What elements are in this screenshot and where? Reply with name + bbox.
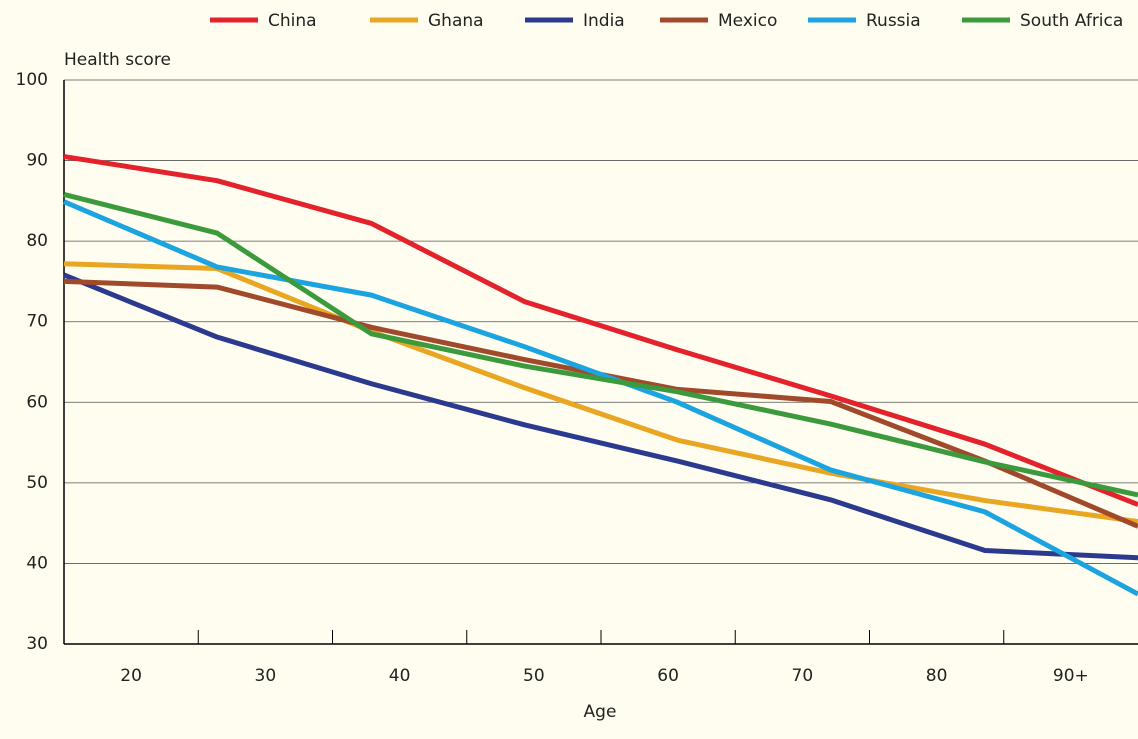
y-tick-label: 40 (26, 553, 48, 573)
legend-label: Mexico (718, 11, 777, 31)
y-tick-label: 90 (26, 151, 48, 171)
legend-label: South Africa (1020, 11, 1123, 31)
y-tick-label: 80 (26, 231, 48, 251)
x-tick-label: 70 (792, 666, 814, 686)
x-tick-label: 50 (523, 666, 545, 686)
series-line (63, 154, 1138, 507)
series-line (63, 199, 1138, 597)
y-tick-label: 50 (26, 473, 48, 493)
series-line (63, 191, 1138, 498)
series-line (63, 272, 1138, 561)
y-axis-label: Health score (64, 50, 171, 70)
legend-label: Ghana (428, 11, 484, 31)
y-tick-label: 30 (26, 634, 48, 654)
series-line (63, 278, 1138, 529)
y-tick-label: 100 (16, 70, 48, 90)
legend-label: Russia (866, 11, 921, 31)
y-tick-label: 70 (26, 312, 48, 332)
x-tick-label: 40 (389, 666, 411, 686)
x-tick-label: 60 (657, 666, 679, 686)
legend-label: India (583, 11, 625, 31)
x-tick-label: 30 (255, 666, 277, 686)
series-line (63, 261, 1138, 525)
x-tick-label: 80 (926, 666, 948, 686)
x-tick-label: 20 (120, 666, 142, 686)
x-axis-label: Age (584, 702, 617, 722)
x-tick-label: 90+ (1053, 666, 1089, 686)
legend-label: China (268, 11, 317, 31)
y-tick-label: 60 (26, 392, 48, 412)
